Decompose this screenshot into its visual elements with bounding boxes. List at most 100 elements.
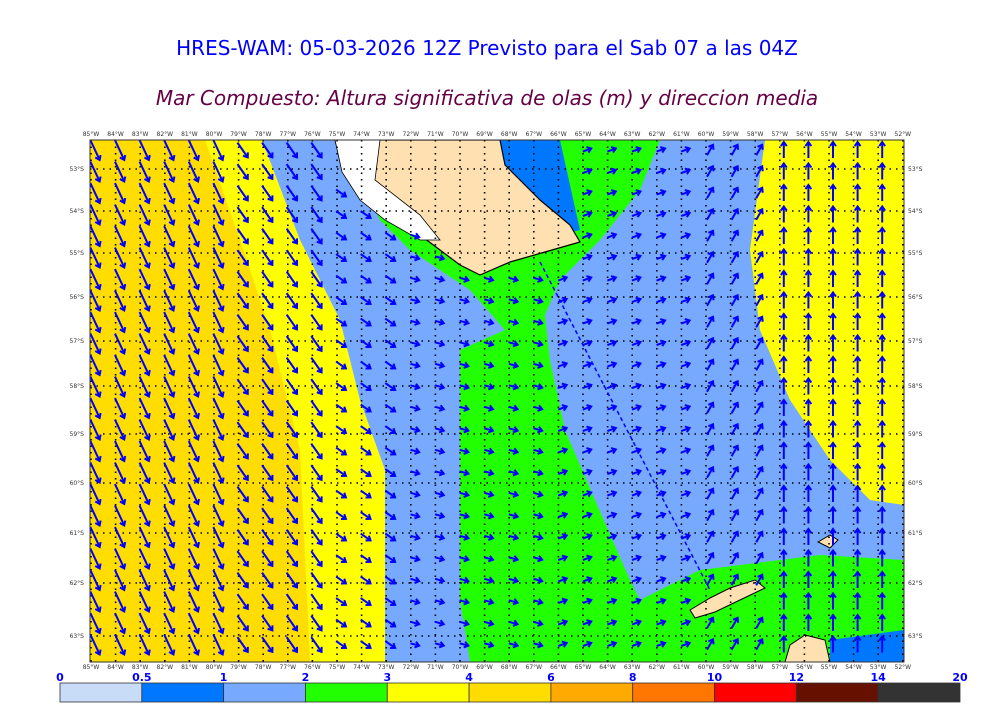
- wave-direction-arrow: [903, 359, 904, 362]
- wave-direction-arrow: [656, 576, 667, 584]
- wave-direction-arrow: [780, 269, 788, 287]
- wave-direction-arrow: [829, 269, 837, 287]
- wave-direction-arrow: [533, 533, 544, 541]
- wave-direction-arrow: [114, 161, 127, 184]
- longitude-label: 58°W: [747, 131, 764, 138]
- wave-direction-arrow: [114, 505, 127, 528]
- wave-direction-arrow: [90, 333, 102, 356]
- wave-direction-arrow: [607, 361, 618, 369]
- wave-direction-arrow: [730, 530, 740, 543]
- wave-direction-arrow: [236, 378, 249, 396]
- longitude-label: 80°W: [206, 131, 223, 138]
- wave-direction-arrow: [410, 404, 421, 412]
- wave-direction-arrow: [114, 354, 127, 377]
- wave-direction-arrow: [853, 226, 862, 244]
- colorbar-label: 1: [220, 671, 228, 684]
- wave-direction-arrow: [335, 360, 348, 370]
- wave-direction-arrow: [903, 488, 904, 491]
- wave-direction-arrow: [730, 336, 740, 350]
- wave-direction-arrow: [410, 275, 421, 283]
- wave-direction-arrow: [680, 597, 692, 605]
- wave-direction-arrow: [138, 333, 151, 356]
- wave-direction-arrow: [212, 333, 225, 356]
- longitude-label: 83°W: [132, 664, 149, 671]
- wave-direction-arrow: [187, 591, 200, 614]
- wave-direction-arrow: [755, 530, 764, 543]
- wave-direction-arrow: [410, 469, 421, 477]
- wave-direction-arrow: [582, 576, 593, 584]
- wave-direction-arrow: [163, 483, 176, 506]
- wave-direction-arrow: [582, 404, 593, 412]
- wave-direction-arrow: [853, 591, 862, 610]
- wave-direction-arrow: [114, 548, 127, 571]
- wave-direction-arrow: [90, 268, 102, 291]
- wave-direction-arrow: [163, 612, 176, 635]
- latitude-label: 53°S: [70, 166, 85, 173]
- wave-direction-arrow: [829, 398, 837, 416]
- wave-direction-arrow: [631, 425, 643, 433]
- wave-direction-arrow: [755, 272, 764, 285]
- wave-direction-arrow: [310, 292, 323, 310]
- wave-direction-arrow: [755, 293, 764, 307]
- wave-direction-arrow: [483, 512, 495, 520]
- wave-direction-arrow: [483, 340, 495, 348]
- longitude-label: 61°W: [673, 664, 690, 671]
- wave-direction-arrow: [853, 376, 862, 395]
- wave-direction-arrow: [434, 383, 446, 391]
- wave-direction-arrow: [310, 486, 323, 503]
- wave-direction-arrow: [804, 441, 813, 459]
- wave-direction-arrow: [187, 634, 200, 657]
- wave-direction-arrow: [90, 483, 102, 506]
- wave-direction-arrow: [730, 293, 740, 307]
- wave-direction-arrow: [434, 297, 446, 305]
- wave-direction-arrow: [607, 296, 618, 304]
- longitude-label: 55°W: [821, 131, 838, 138]
- wave-direction-arrow: [631, 619, 643, 627]
- wave-direction-arrow: [853, 419, 862, 438]
- wave-direction-arrow: [853, 355, 862, 373]
- wave-direction-arrow: [114, 397, 127, 420]
- wave-direction-arrow: [508, 598, 520, 606]
- wave-direction-arrow: [706, 315, 715, 328]
- wave-direction-arrow: [360, 253, 372, 263]
- wave-direction-arrow: [261, 572, 274, 589]
- latitude-label: 58°S: [908, 383, 923, 390]
- wave-direction-arrow: [804, 398, 813, 416]
- wave-direction-arrow: [631, 490, 643, 498]
- wave-direction-arrow: [508, 576, 520, 584]
- wave-direction-arrow: [780, 527, 788, 545]
- wave-direction-arrow: [853, 527, 862, 545]
- wave-direction-arrow: [829, 591, 837, 610]
- wave-direction-arrow: [853, 312, 862, 330]
- wave-direction-arrow: [90, 591, 102, 614]
- wave-direction-arrow: [114, 634, 127, 657]
- wave-direction-arrow: [163, 376, 176, 399]
- colorbar-label: 3: [383, 671, 391, 684]
- longitude-label: 74°W: [353, 664, 370, 671]
- wave-direction-arrow: [384, 339, 397, 349]
- wave-direction-arrow: [804, 355, 813, 373]
- wave-direction-arrow: [384, 317, 397, 327]
- wave-direction-arrow: [285, 142, 299, 159]
- wave-direction-arrow: [114, 182, 127, 205]
- wave-direction-arrow: [261, 486, 274, 503]
- wave-direction-arrow: [434, 469, 446, 477]
- wave-direction-arrow: [90, 397, 102, 420]
- wave-direction-arrow: [212, 397, 225, 420]
- wave-direction-arrow: [459, 383, 470, 391]
- wave-direction-arrow: [557, 275, 569, 283]
- wave-direction-arrow: [187, 505, 200, 528]
- longitude-label: 76°W: [304, 664, 321, 671]
- wave-direction-arrow: [582, 253, 593, 261]
- wave-direction-arrow: [90, 526, 102, 549]
- longitude-label: 84°W: [107, 131, 124, 138]
- wave-direction-arrow: [483, 297, 495, 305]
- wave-direction-arrow: [853, 140, 862, 158]
- wave-direction-arrow: [212, 182, 225, 205]
- colorbar-label: 10: [707, 671, 723, 684]
- longitude-label: 66°W: [550, 131, 567, 138]
- land-antarctic-peninsula: [784, 634, 831, 662]
- wave-direction-arrow: [631, 404, 643, 412]
- wave-direction-arrow: [212, 225, 225, 248]
- wave-direction-arrow: [163, 161, 176, 184]
